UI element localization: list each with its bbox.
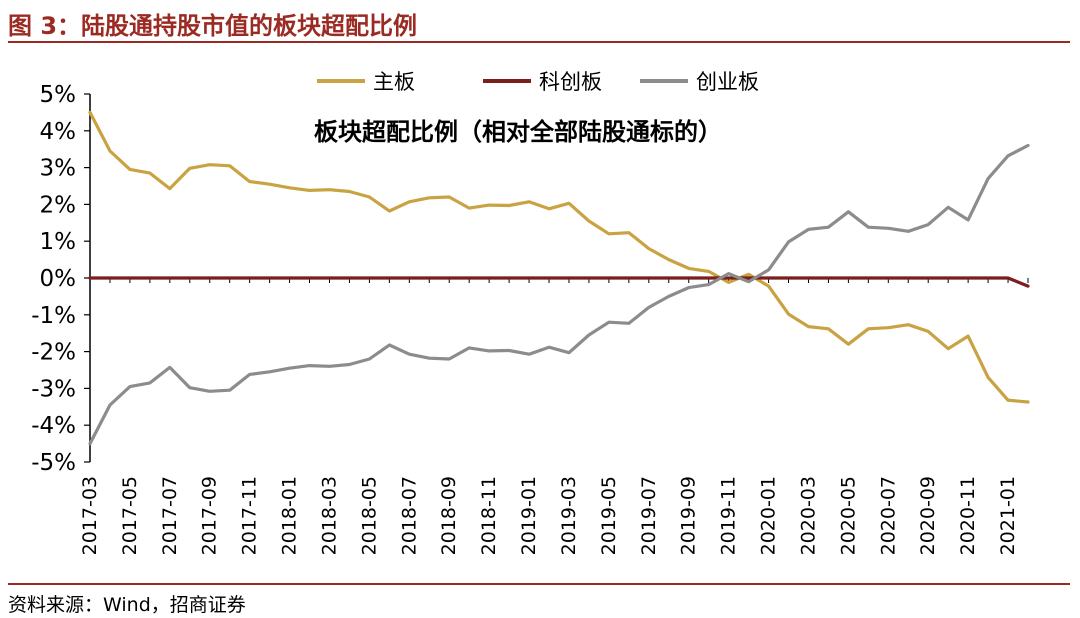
x-tick-label: 2020-05 — [837, 476, 859, 555]
y-tick-label: -5% — [31, 450, 76, 476]
source-note: 资料来源：Wind，招商证券 — [8, 594, 246, 616]
x-tick-label: 2019-09 — [678, 476, 700, 555]
series-layer — [88, 110, 1030, 446]
y-tick-label: -2% — [31, 340, 76, 366]
x-tick-label: 2020-09 — [917, 476, 939, 555]
x-tick-label: 2017-05 — [119, 476, 141, 555]
series-line-3 — [88, 143, 1030, 446]
y-tick-label: 5% — [40, 82, 77, 108]
x-tick-label: 2017-11 — [239, 476, 261, 555]
series-line-2 — [88, 276, 1030, 288]
y-tick-label: 0% — [40, 266, 77, 292]
x-tick-label: 2020-07 — [877, 476, 899, 555]
x-tick-label: 2020-03 — [797, 476, 819, 555]
x-tick-label: 2019-05 — [598, 476, 620, 555]
legend-label: 科创板 — [539, 70, 602, 94]
x-tick-label: 2019-01 — [518, 476, 540, 555]
x-tick-label: 2018-11 — [478, 476, 500, 555]
legend: 主板 科创板 创业板 — [317, 70, 759, 94]
x-tick-label: 2017-07 — [159, 476, 181, 555]
legend-label: 创业板 — [696, 70, 759, 94]
figure-title: 图 3：陆股通持股市值的板块超配比例 — [8, 12, 418, 40]
y-tick-label: -4% — [31, 413, 76, 439]
x-tick-label: 2017-03 — [79, 476, 101, 555]
y-tick-label: 1% — [40, 229, 77, 255]
x-tick-label: 2021-01 — [997, 476, 1019, 555]
x-tick-label: 2018-09 — [438, 476, 460, 555]
x-tick-label: 2019-07 — [638, 476, 660, 555]
legend-label: 主板 — [373, 70, 415, 94]
chart-title: 板块超配比例（相对全部陆股通标的） — [314, 118, 722, 146]
x-tick-label: 2020-11 — [957, 476, 979, 555]
x-axis: 2017-03 2017-05 2017-07 2017-09 2017-11 2018-… — [79, 278, 1029, 555]
x-tick-label: 2019-03 — [558, 476, 580, 555]
x-tick-label: 2017-09 — [199, 476, 221, 555]
x-tick-label: 2018-07 — [398, 476, 420, 555]
y-tick-label: -1% — [31, 303, 76, 329]
source-rule — [8, 583, 1070, 585]
x-tick-label: 2020-01 — [758, 476, 780, 555]
y-axis: 5% 4% 3% 2% 1% 0% -1% -2% -3% -4% -5% — [31, 82, 91, 476]
x-tick-label: 2018-01 — [279, 476, 301, 555]
y-tick-label: 4% — [40, 119, 77, 145]
x-tick-label: 2018-03 — [318, 476, 340, 555]
series-line-1 — [88, 110, 1030, 404]
y-tick-label: 3% — [40, 156, 77, 182]
y-tick-label: -3% — [31, 376, 76, 402]
x-tick-label: 2019-11 — [718, 476, 740, 555]
x-tick-label: 2018-05 — [358, 476, 380, 555]
y-tick-label: 2% — [40, 192, 77, 218]
title-rule — [8, 41, 1070, 43]
